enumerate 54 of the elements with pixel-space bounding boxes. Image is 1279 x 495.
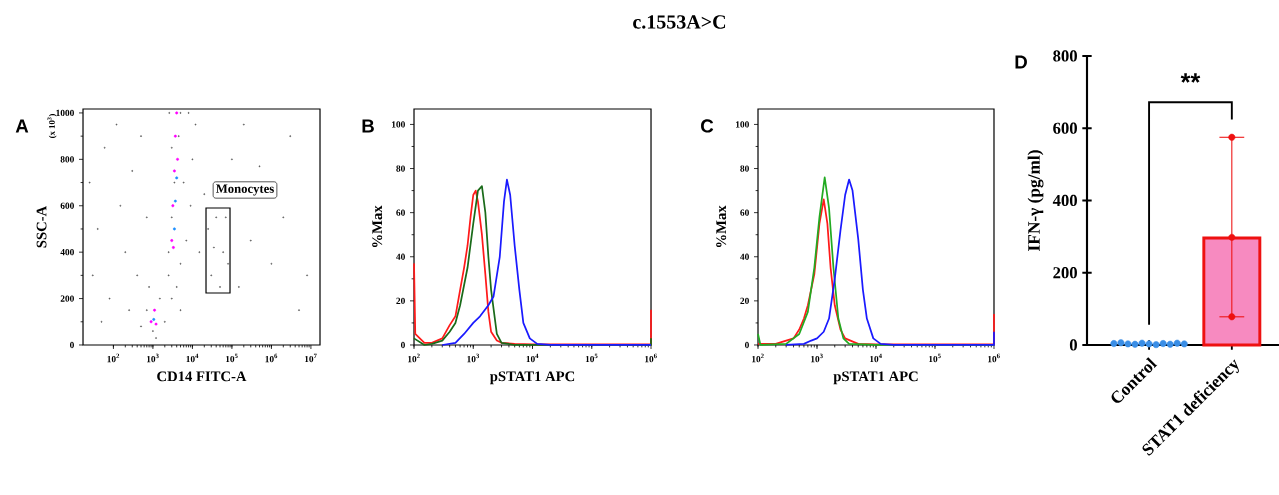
y-tick-label: 40 xyxy=(396,253,405,260)
x-tick-label: 10$^{2}$ xyxy=(408,353,420,363)
y-axis-title: IFN-γ (pg/ml) xyxy=(1027,150,1044,251)
y-tick-label: 100 xyxy=(392,121,405,128)
y-tick-label: 800 xyxy=(1053,50,1077,62)
x-tick-label: 10$^{5}$ xyxy=(929,353,941,363)
y-tick-label: 200 xyxy=(1053,267,1077,279)
x-tick-label: 10$^{3}$ xyxy=(811,353,823,363)
y-tick-label: 20 xyxy=(396,297,405,305)
y-tick-label: 60 xyxy=(740,209,749,216)
x-tick-label: 10$^{6}$ xyxy=(645,353,657,363)
y-axis-title: %Max xyxy=(372,205,383,248)
y-tick-label: 20 xyxy=(740,297,749,305)
x-tick-label: 10$^{7}$ xyxy=(304,353,317,363)
x-tick-label: 10$^{3}$ xyxy=(467,353,480,363)
y-tick-label: 0 xyxy=(744,341,749,349)
y-axis-title: %Max xyxy=(716,205,727,248)
y-tick-label: 40 xyxy=(740,253,749,260)
y-tick-label: 0 xyxy=(69,341,74,349)
chart-title: A xyxy=(15,119,29,133)
chart-title: B xyxy=(362,119,374,133)
x-tick-label: 10$^{6}$ xyxy=(988,353,1000,363)
x-axis-title: pSTAT1 APC xyxy=(833,371,918,385)
y-axis-title: SSC-A xyxy=(36,205,47,248)
y-tick-label: 600 xyxy=(60,202,74,209)
x-tick-label: 10$^{4}$ xyxy=(186,353,199,363)
x-tick-label: 10$^{2}$ xyxy=(752,353,764,363)
y-tick-label: 60 xyxy=(396,209,405,216)
y-tick-label: 80 xyxy=(740,165,749,172)
y-tick-label: 80 xyxy=(396,165,405,172)
y-tick-label: 400 xyxy=(1052,194,1077,207)
text: (x 10$^{3}$) xyxy=(47,114,57,138)
x-tick-label: 10$^{3}$ xyxy=(147,353,159,363)
x-tick-label: 10$^{5}$ xyxy=(225,353,238,363)
annotation: Monocytes xyxy=(216,184,274,196)
x-axis-title: pSTAT1 APC xyxy=(489,371,575,385)
y-tick-label: 200 xyxy=(60,295,74,302)
y-tick-label: 800 xyxy=(60,156,74,163)
chart-title: C xyxy=(701,119,714,133)
annotation: ** xyxy=(1180,73,1201,83)
y-tick-label: 400 xyxy=(60,249,74,256)
x-tick-label: 10$^{6}$ xyxy=(265,353,278,363)
y-tick-label: 0 xyxy=(1069,339,1077,351)
y-tick-label: 600 xyxy=(1053,122,1077,134)
y-tick-label: 100 xyxy=(736,121,749,128)
x-axis-title: CD14 FITC-A xyxy=(157,371,247,382)
x-tick-label: 10$^{4}$ xyxy=(526,353,539,363)
x-tick-label: 10$^{4}$ xyxy=(870,353,882,363)
y-tick-label: 1000 xyxy=(56,109,74,117)
chart-title: D xyxy=(1015,55,1027,69)
x-tick-label: 10$^{5}$ xyxy=(585,353,598,363)
x-tick-label: 10$^{2}$ xyxy=(107,353,120,363)
y-tick-label: 0 xyxy=(400,341,405,349)
text: c.1553A>C xyxy=(633,15,726,29)
